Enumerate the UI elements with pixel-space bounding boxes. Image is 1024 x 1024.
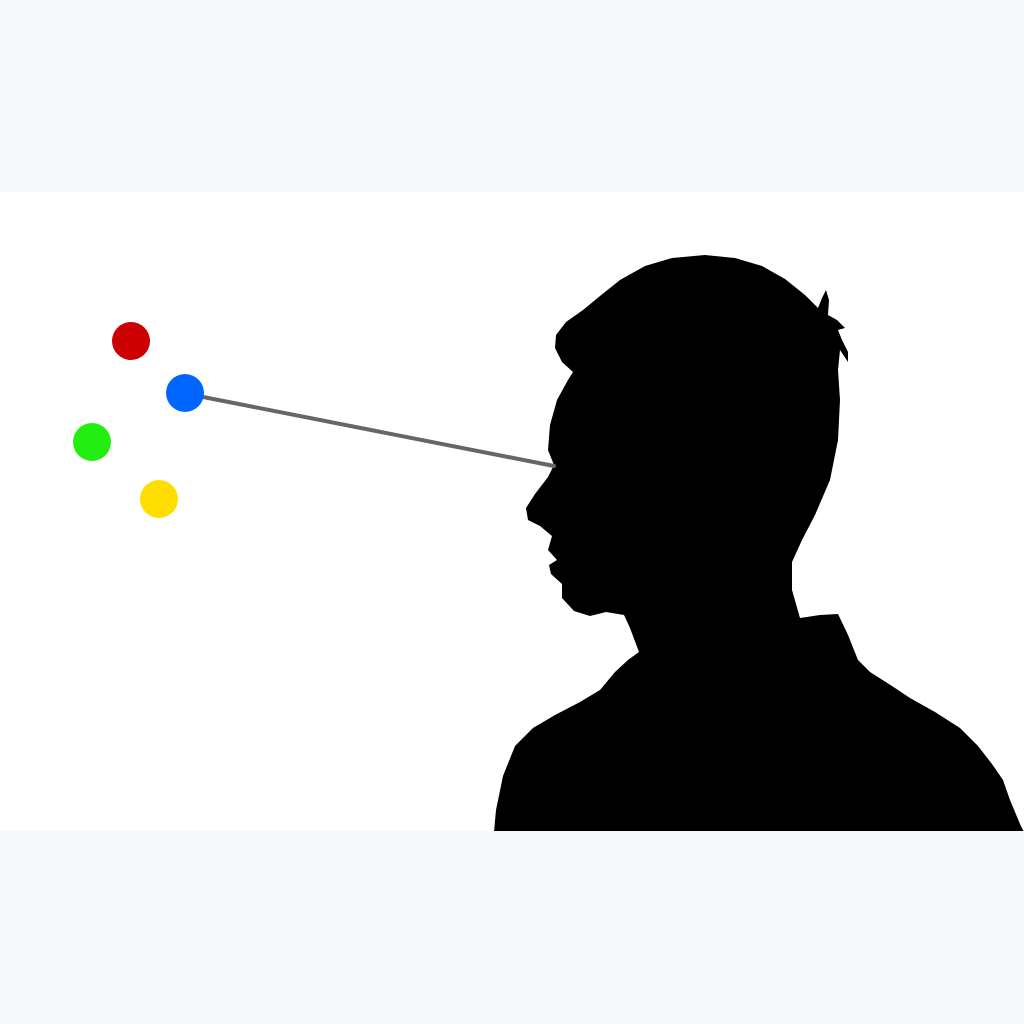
person-silhouette <box>494 255 1024 831</box>
gaze-scene <box>73 255 1024 831</box>
green-dot <box>73 423 111 461</box>
scene-panel <box>0 192 1024 831</box>
red-dot <box>112 322 150 360</box>
blue-dot <box>166 374 204 412</box>
gaze-line <box>196 394 556 468</box>
yellow-dot <box>140 480 178 518</box>
